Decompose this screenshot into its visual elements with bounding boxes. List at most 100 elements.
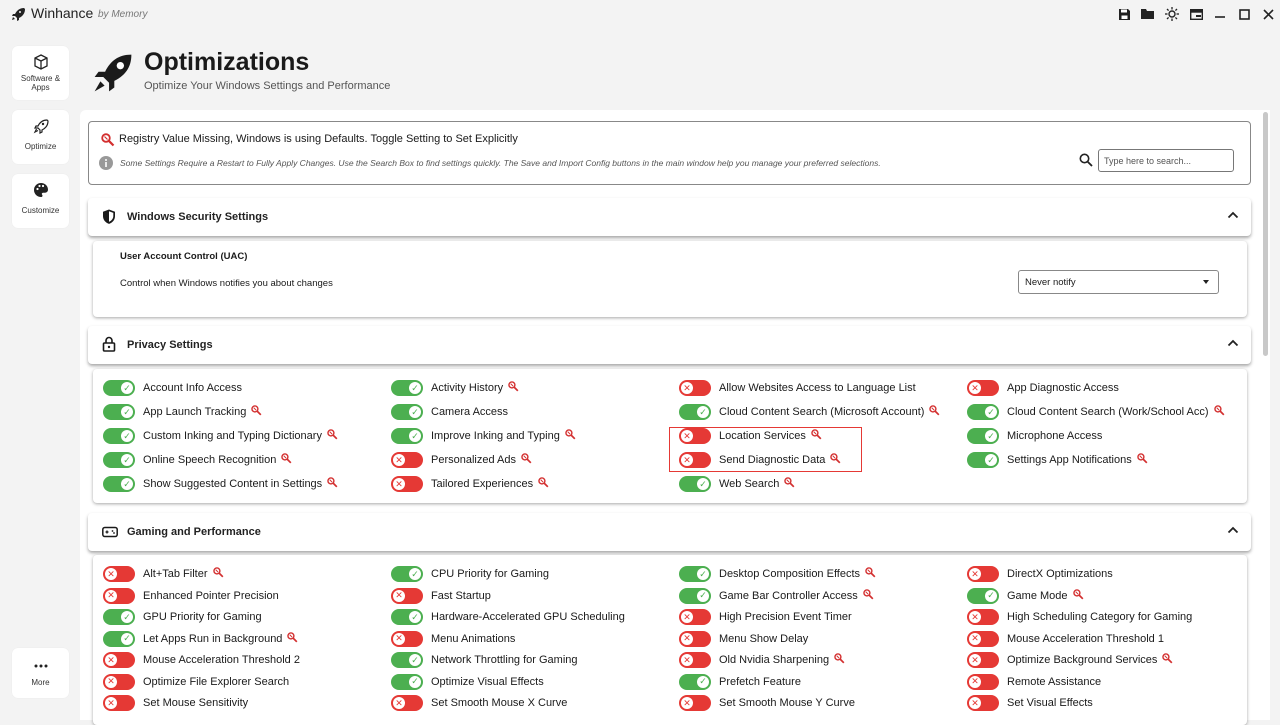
- setting-toggle[interactable]: ✓: [967, 428, 999, 444]
- setting-toggle[interactable]: ✕: [679, 452, 711, 468]
- setting-toggle[interactable]: ✓: [391, 566, 423, 582]
- setting-toggle[interactable]: ✓: [103, 380, 135, 396]
- x-icon: ✕: [681, 697, 693, 709]
- close-button[interactable]: [1256, 2, 1280, 26]
- registry-missing-icon: [1213, 405, 1225, 419]
- setting-toggle[interactable]: ✕: [967, 652, 999, 668]
- sidebar-item-software-apps[interactable]: Software & Apps: [12, 46, 69, 100]
- setting-toggle[interactable]: ✓: [103, 476, 135, 492]
- setting-toggle[interactable]: ✕: [103, 673, 135, 690]
- setting-toggle[interactable]: ✓: [391, 652, 423, 668]
- save-config-button[interactable]: [1112, 2, 1136, 26]
- chevron-up-icon[interactable]: [1227, 525, 1239, 535]
- registry-missing-icon: [811, 429, 822, 443]
- setting-toggle[interactable]: ✓: [391, 428, 423, 444]
- setting-toggle[interactable]: ✕: [391, 695, 423, 711]
- setting-toggle[interactable]: ✓: [679, 404, 711, 420]
- setting-toggle[interactable]: ✕: [967, 695, 999, 711]
- sidebar-item-label: Optimize: [24, 142, 57, 151]
- setting-toggle[interactable]: ✕: [103, 695, 135, 711]
- setting-toggle[interactable]: ✕: [679, 380, 711, 396]
- uac-dropdown[interactable]: Never notify: [1018, 270, 1219, 294]
- setting-toggle[interactable]: ✕: [103, 652, 135, 668]
- setting-toggle[interactable]: ✓: [391, 404, 423, 420]
- setting-toggle[interactable]: ✓: [103, 609, 135, 625]
- scrollbar-thumb[interactable]: [1263, 112, 1268, 356]
- tip-text: Some Settings Require a Restart to Fully…: [120, 158, 881, 168]
- setting-item: ✕ Personalized Ads: [391, 451, 532, 469]
- section-header-gaming[interactable]: Gaming and Performance: [88, 513, 1251, 551]
- taskbar-button[interactable]: [1184, 2, 1208, 26]
- setting-toggle[interactable]: ✓: [391, 673, 423, 690]
- minimize-button[interactable]: [1208, 2, 1232, 26]
- setting-toggle[interactable]: ✓: [103, 452, 135, 468]
- setting-toggle[interactable]: ✕: [391, 587, 423, 604]
- x-icon: ✕: [681, 382, 693, 394]
- chevron-up-icon[interactable]: [1227, 210, 1239, 220]
- setting-label: Personalized Ads: [431, 454, 516, 466]
- setting-toggle[interactable]: ✕: [967, 609, 999, 625]
- sidebar-item-more[interactable]: More: [12, 648, 69, 698]
- setting-toggle[interactable]: ✕: [391, 452, 423, 468]
- section-header-privacy[interactable]: Privacy Settings: [88, 326, 1251, 364]
- setting-item: ✕ High Precision Event Timer: [679, 608, 852, 626]
- setting-label: Desktop Composition Effects: [719, 568, 861, 580]
- uac-description: Control when Windows notifies you about …: [120, 278, 333, 289]
- setting-toggle[interactable]: ✕: [679, 630, 711, 647]
- setting-toggle[interactable]: ✓: [103, 630, 135, 647]
- setting-toggle[interactable]: ✕: [103, 566, 135, 582]
- setting-toggle[interactable]: ✓: [679, 566, 711, 582]
- setting-toggle[interactable]: ✓: [679, 476, 711, 492]
- setting-toggle[interactable]: ✓: [967, 404, 999, 420]
- setting-toggle[interactable]: ✓: [391, 609, 423, 625]
- setting-toggle[interactable]: ✓: [967, 452, 999, 468]
- setting-toggle[interactable]: ✕: [679, 609, 711, 625]
- setting-toggle[interactable]: ✕: [391, 630, 423, 647]
- check-icon: ✓: [409, 611, 421, 623]
- setting-toggle[interactable]: ✓: [679, 673, 711, 690]
- sidebar-item-optimize[interactable]: Optimize: [12, 110, 69, 164]
- setting-label: Game Bar Controller Access: [719, 589, 858, 602]
- window-bar-icon: [1189, 8, 1203, 20]
- chevron-up-icon[interactable]: [1227, 338, 1239, 348]
- setting-toggle[interactable]: ✓: [679, 587, 711, 604]
- setting-label: Optimize Visual Effects: [431, 675, 544, 688]
- theme-toggle-button[interactable]: [1160, 2, 1184, 26]
- maximize-button[interactable]: [1232, 2, 1256, 26]
- setting-label: Tailored Experiences: [431, 478, 534, 490]
- registry-missing-icon: [1136, 453, 1148, 467]
- setting-toggle[interactable]: ✕: [679, 652, 711, 668]
- setting-toggle[interactable]: ✕: [967, 673, 999, 690]
- registry-missing-icon: [281, 453, 292, 467]
- setting-toggle[interactable]: ✓: [103, 404, 135, 420]
- registry-missing-icon: [784, 477, 795, 491]
- setting-toggle[interactable]: ✕: [679, 695, 711, 711]
- setting-toggle[interactable]: ✓: [103, 428, 135, 444]
- setting-toggle[interactable]: ✕: [967, 566, 999, 582]
- close-icon: [1262, 8, 1274, 20]
- setting-item: ✓ Show Suggested Content in Settings: [103, 475, 338, 493]
- setting-toggle[interactable]: ✕: [967, 630, 999, 647]
- setting-toggle[interactable]: ✕: [679, 428, 711, 444]
- check-icon: ✓: [697, 675, 709, 688]
- search-input[interactable]: [1098, 149, 1234, 172]
- rocket-logo-icon: [12, 8, 25, 21]
- registry-missing-icon: [212, 567, 224, 581]
- setting-label: Game Mode: [1007, 589, 1068, 602]
- section-header-security[interactable]: Windows Security Settings: [88, 198, 1251, 236]
- setting-item: ✕ Mouse Acceleration Threshold 1: [967, 630, 1164, 648]
- x-icon: ✕: [969, 654, 981, 666]
- setting-toggle[interactable]: ✕: [967, 380, 999, 396]
- setting-label: Set Mouse Sensitivity: [143, 697, 249, 709]
- setting-item: ✓ App Launch Tracking: [103, 403, 262, 421]
- setting-toggle[interactable]: ✕: [103, 587, 135, 604]
- import-config-button[interactable]: [1136, 2, 1160, 26]
- x-icon: ✕: [681, 430, 693, 442]
- setting-toggle[interactable]: ✓: [391, 380, 423, 396]
- setting-item: ✕ Fast Startup: [391, 587, 491, 605]
- setting-item: ✓ Online Speech Recognition: [103, 451, 292, 469]
- setting-toggle[interactable]: ✕: [391, 476, 423, 492]
- x-icon: ✕: [393, 632, 405, 645]
- setting-toggle[interactable]: ✓: [967, 587, 999, 604]
- sidebar-item-customize[interactable]: Customize: [12, 174, 69, 228]
